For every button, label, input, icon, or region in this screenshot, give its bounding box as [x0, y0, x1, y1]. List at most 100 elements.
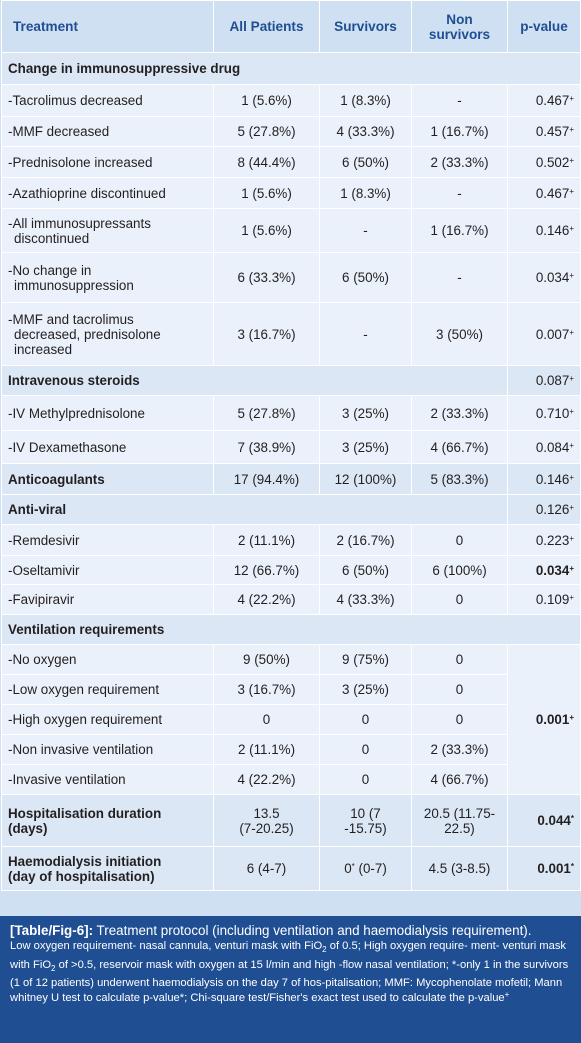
header-non-survivors-text: Non survivors: [428, 11, 491, 42]
cell-line: 13.5: [253, 805, 280, 821]
section-row: Hospitalisation duration (days) 13.5 (7-20…: [1, 794, 581, 847]
subscript: 2: [51, 963, 56, 973]
cell-all: 17 (94.4%): [213, 463, 320, 495]
cell-non-survivors: 1 (16.7%): [411, 208, 508, 253]
caption-text: of 0.5; High oxygen require-: [326, 940, 468, 952]
table-row: -Remdesivir 2 (11.1%) 2 (16.7%) 0 0.223+: [1, 524, 581, 556]
p-value-text: 0.109: [535, 592, 570, 607]
cell-non-survivors: -: [411, 177, 508, 209]
table-row: -IV Dexamethasone 7 (38.9%) 3 (25%) 4 (6…: [1, 430, 581, 464]
table-row: -Tacrolimus decreased 1 (5.6%) 1 (8.3%) …: [1, 84, 581, 117]
cell-survivors: 3 (25%): [319, 674, 412, 705]
row-label-line: -No change in: [8, 262, 92, 278]
cell-survivors: 0* (0-7): [319, 846, 412, 891]
caption-text: of >0.5, reservoir mask with oxygen at 1…: [10, 958, 569, 1004]
table-row: -Favipiravir 4 (22.2%) 4 (33.3%) 0 0.109…: [1, 584, 581, 615]
table-row: -All immunosupressants discontinued 1 (5.…: [1, 208, 581, 253]
cell-p-value: 0.034+: [507, 252, 581, 303]
p-value-text: 0.007: [535, 326, 570, 342]
treatment-table: Treatment All Patients Survivors Non sur…: [1, 0, 581, 891]
row-label: -Azathioprine discontinued: [1, 177, 214, 209]
header-non-survivors: Non survivors: [411, 0, 508, 53]
p-value-text: 0.457: [535, 124, 570, 139]
table-header-row: Treatment All Patients Survivors Non sur…: [1, 0, 581, 53]
row-label-line: (days): [8, 820, 48, 836]
cell-all: 12 (66.7%): [213, 555, 320, 585]
section-row: Change in immunosuppressive drug: [1, 52, 581, 85]
cell-p-value: 0.084+: [507, 430, 581, 464]
cell-all: 13.5 (7-20.25): [213, 794, 320, 847]
row-label: -Favipiravir: [1, 584, 214, 615]
row-label: -MMF decreased: [1, 116, 214, 147]
table-row: -Oseltamivir 12 (66.7%) 6 (50%) 6 (100%)…: [1, 555, 581, 585]
cell-survivors: 12 (100%): [319, 463, 412, 495]
section-row: Anti-viral 0.126+: [1, 494, 581, 525]
row-label: -Non invasive ventilation: [1, 734, 214, 765]
table-row: -Invasive ventilation 4 (22.2%) 0 4 (66.…: [1, 764, 581, 795]
test-marker: +: [569, 271, 574, 280]
p-value-text: 0.467: [535, 185, 570, 201]
cell-all: 6 (4-7): [213, 846, 320, 891]
section-row: Anticoagulants 17 (94.4%) 12 (100%) 5 (8…: [1, 463, 581, 495]
caption-title: [Table/Fig-6]: Treatment protocol (inclu…: [10, 923, 571, 939]
cell-survivors: 3 (25%): [319, 395, 412, 431]
caption-text: Low oxygen requirement- nasal cannula, v…: [10, 940, 323, 952]
table-row: -MMF decreased 5 (27.8%) 4 (33.3%) 1 (16…: [1, 116, 581, 147]
caption-notes: Low oxygen requirement- nasal cannula, v…: [10, 939, 571, 1005]
cell-line: 10 (7: [350, 805, 381, 821]
cell-p-value: 0.109+: [507, 584, 581, 615]
section-anti-viral: Anti-viral: [1, 494, 508, 525]
test-marker: *: [570, 814, 574, 823]
table-row: -Azathioprine discontinued 1 (5.6%) 1 (8…: [1, 177, 581, 209]
p-value-text: 0.710: [535, 405, 570, 421]
row-label-line: Hospitalisation duration: [8, 805, 162, 821]
cell-non-survivors: 0: [411, 584, 508, 615]
test-marker: +: [569, 94, 574, 103]
p-value-text: 0.146: [535, 223, 570, 238]
cell-p-value: 0.087+: [507, 365, 581, 396]
test-marker: +: [569, 224, 574, 233]
cell-text: 0: [344, 861, 352, 876]
table-row: -MMF and tacrolimus decreased, prednisolo…: [1, 302, 581, 366]
p-value-text: 0.126: [535, 502, 570, 517]
cell-p-value-ventilation: 0.001+: [507, 644, 581, 795]
test-marker: +: [569, 713, 574, 722]
section-haemodialysis: Haemodialysis initiation (day of hospital…: [1, 846, 214, 891]
cell-survivors: 10 (7 -15.75): [319, 794, 412, 847]
caption-text: ment- venturi mask with FiO: [10, 940, 567, 971]
section-anticoagulants: Anticoagulants: [1, 463, 214, 495]
p-value-text: 0.084: [535, 439, 570, 455]
test-marker: +: [569, 125, 574, 134]
cell-non-survivors: 0: [411, 644, 508, 675]
cell-all: 9 (50%): [213, 644, 320, 675]
cell-p-value: 0.710+: [507, 395, 581, 431]
cell-all: 6 (33.3%): [213, 252, 320, 303]
test-marker: +: [569, 374, 574, 383]
section-intravenous-steroids: Intravenous steroids: [1, 365, 508, 396]
table-row: -High oxygen requirement 0 0 0: [1, 704, 581, 735]
cell-survivors: 4 (33.3%): [319, 584, 412, 615]
cell-non-survivors: 0: [411, 674, 508, 705]
row-label: -IV Dexamethasone: [1, 430, 214, 464]
cell-survivors: 6 (50%): [319, 555, 412, 585]
table-row: -No change in immunosuppression 6 (33.3%)…: [1, 252, 581, 303]
row-label-line: immunosuppression: [14, 277, 134, 293]
row-label: -Tacrolimus decreased: [1, 84, 214, 117]
cell-all: 1 (5.6%): [213, 208, 320, 253]
p-value-text: 0.034: [535, 562, 570, 578]
row-label-line: increased: [14, 341, 73, 357]
caption-title-text: Treatment protocol (including ventilatio…: [93, 923, 532, 938]
cell-non-survivors: 20.5 (11.75- 22.5): [411, 794, 508, 847]
cell-non-survivors: 4.5 (3-8.5): [411, 846, 508, 891]
cell-all: 1 (5.6%): [213, 177, 320, 209]
cell-non-survivors: 2 (33.3%): [411, 734, 508, 765]
caption-label: [Table/Fig-6]:: [10, 923, 94, 938]
cell-p-value: 0.044*: [507, 794, 581, 847]
cell-all: 3 (16.7%): [213, 302, 320, 366]
row-label: -No change in immunosuppression: [1, 252, 214, 303]
test-marker: +: [569, 440, 574, 450]
cell-all: 2 (11.1%): [213, 734, 320, 765]
test-marker: +: [504, 989, 510, 999]
cell-p-value: 0.034+: [507, 555, 581, 585]
